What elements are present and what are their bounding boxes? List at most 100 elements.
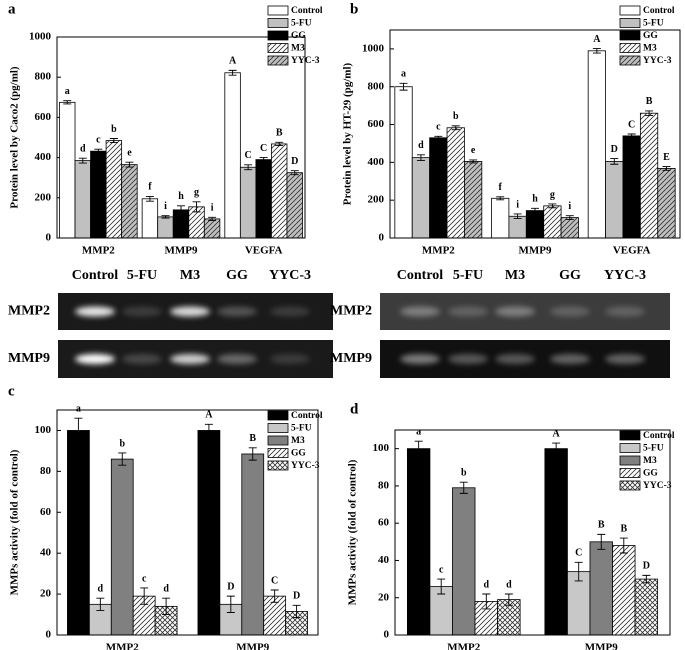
bar (74, 160, 91, 239)
error-bar (437, 578, 446, 595)
bar (197, 430, 221, 636)
error-bar (244, 164, 253, 171)
error-bar (94, 148, 103, 154)
error-bar (96, 597, 105, 611)
error-bar (482, 593, 491, 610)
panel-label: d (350, 401, 359, 417)
plot-frame (389, 29, 681, 239)
gel-lane-label: 5-FU (453, 268, 483, 283)
y-tick-label: 0 (46, 629, 52, 641)
error-bar (496, 196, 505, 201)
legend-label: M3 (291, 44, 305, 54)
gel-band (170, 354, 210, 364)
legend-swatch (619, 5, 641, 16)
y-axis-label: Protein level by Caco2 (pg/ml) (9, 66, 21, 208)
legend-label: M3 (643, 44, 657, 54)
y-axis-label: Protein level by HT-29 (pg/ml) (342, 62, 354, 205)
bar (224, 72, 241, 239)
y-tick-label: 0 (46, 232, 52, 244)
significance-letter: C (271, 575, 278, 586)
gel-band (495, 306, 535, 317)
error-bar (459, 481, 468, 494)
gel-row-label: MMP9 (8, 351, 50, 366)
significance-letter: A (205, 410, 213, 421)
significance-letter: d (80, 143, 86, 154)
legend-label: Control (291, 411, 323, 421)
legend-label: 5-FU (291, 424, 312, 434)
significance-letter: g (550, 189, 555, 200)
gel-band (170, 306, 210, 317)
bar (657, 168, 676, 239)
bar (90, 150, 107, 239)
legend-swatch (619, 18, 641, 28)
legend-swatch (619, 468, 641, 478)
significance-letter: d (98, 583, 104, 594)
gel-band (122, 354, 162, 364)
significance-letter: c (439, 564, 444, 575)
gel-band (448, 354, 488, 364)
error-bar (208, 216, 217, 221)
bar (105, 140, 123, 239)
x-tick-label: MMP9 (519, 245, 552, 257)
error-bar (270, 589, 279, 603)
significance-letter: h (532, 194, 538, 205)
error-bar (565, 215, 574, 220)
bar (639, 112, 659, 239)
significance-letter: E (663, 152, 670, 163)
y-tick-label: 200 (35, 191, 52, 203)
legend-swatch (267, 18, 289, 28)
error-bar (416, 154, 425, 161)
gel-band (75, 306, 115, 317)
x-tick-label: MMP2 (447, 642, 480, 650)
y-tick-label: 40 (378, 554, 390, 566)
legend-swatch (619, 430, 641, 441)
plot-frame (394, 429, 671, 636)
legend-swatch (619, 55, 641, 66)
error-bar (531, 207, 539, 214)
significance-letter: D (643, 561, 650, 572)
y-tick-label: 100 (35, 424, 52, 436)
gel-band (605, 306, 645, 317)
significance-letter: B (646, 96, 653, 107)
legend-label: 5-FU (643, 19, 664, 29)
legend-label: M3 (291, 436, 305, 446)
gel-band (495, 354, 535, 364)
error-bar (469, 159, 478, 164)
legend-swatch (267, 410, 289, 421)
gel-band (550, 354, 590, 364)
error-bar (125, 161, 134, 168)
legend-swatch (267, 435, 289, 446)
error-bar (597, 533, 606, 550)
error-bar (74, 417, 83, 444)
error-bar (627, 133, 636, 139)
significance-letter: A (229, 56, 237, 67)
y-tick-label: 1000 (29, 31, 52, 43)
error-bar (592, 48, 601, 54)
significance-letter: D (293, 591, 300, 602)
significance-letter: B (249, 433, 256, 444)
error-bar (161, 215, 170, 219)
bar (429, 137, 448, 239)
y-tick-label: 800 (368, 80, 385, 92)
gel-band (217, 306, 257, 317)
significance-letter: b (119, 438, 125, 449)
bar (544, 448, 568, 636)
x-tick-label: MMP9 (165, 245, 198, 257)
error-bar (177, 205, 185, 215)
legend-label: YYC-3 (643, 481, 672, 491)
x-tick-label: MMP9 (585, 642, 618, 650)
y-tick-label: 400 (368, 156, 385, 168)
gel-band (122, 306, 162, 317)
y-tick-label: 200 (368, 194, 385, 206)
legend-label: 5-FU (643, 444, 664, 454)
y-tick-label: 80 (40, 465, 52, 477)
bar (67, 430, 90, 636)
error-bar (645, 110, 654, 116)
error-bar (78, 157, 87, 164)
legend-swatch (619, 455, 641, 466)
error-bar (118, 452, 127, 466)
gel-lane-label: YYC-3 (604, 268, 646, 283)
significance-letter: g (194, 187, 199, 198)
significance-letter: f (499, 182, 503, 193)
y-tick-label: 0 (384, 629, 390, 641)
